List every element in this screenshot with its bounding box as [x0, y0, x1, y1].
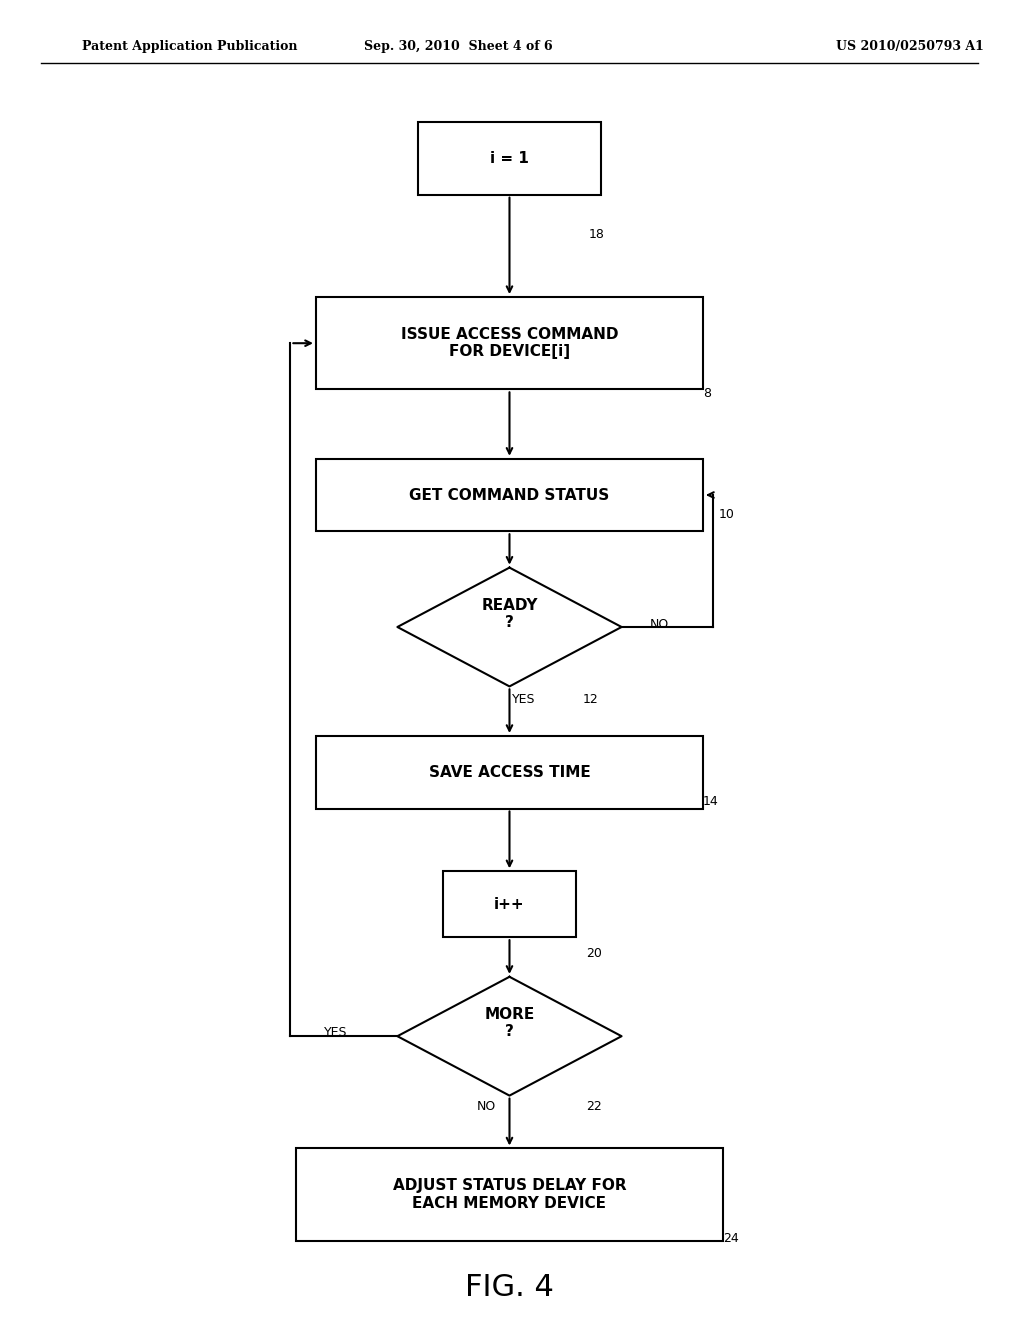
- Text: 22: 22: [586, 1100, 602, 1113]
- Text: 10: 10: [719, 508, 734, 521]
- FancyBboxPatch shape: [315, 297, 703, 389]
- Text: 18: 18: [589, 228, 605, 242]
- Text: 8: 8: [703, 387, 711, 400]
- Text: NO: NO: [650, 618, 670, 631]
- Text: NO: NO: [477, 1100, 497, 1113]
- Text: 24: 24: [724, 1232, 739, 1245]
- Text: 20: 20: [586, 946, 602, 960]
- Text: FIG. 4: FIG. 4: [465, 1272, 554, 1302]
- Text: YES: YES: [512, 693, 535, 706]
- FancyBboxPatch shape: [296, 1148, 724, 1241]
- Text: YES: YES: [324, 1026, 347, 1039]
- Text: 12: 12: [583, 693, 599, 706]
- Text: GET COMMAND STATUS: GET COMMAND STATUS: [410, 487, 609, 503]
- Text: MORE
?: MORE ?: [484, 1007, 535, 1039]
- Polygon shape: [397, 977, 622, 1096]
- Text: i++: i++: [495, 896, 524, 912]
- Text: Patent Application Publication: Patent Application Publication: [82, 40, 297, 53]
- FancyBboxPatch shape: [315, 458, 703, 531]
- Text: READY
?: READY ?: [481, 598, 538, 630]
- Text: SAVE ACCESS TIME: SAVE ACCESS TIME: [429, 764, 591, 780]
- Text: 14: 14: [703, 795, 719, 808]
- FancyBboxPatch shape: [418, 121, 601, 195]
- Text: US 2010/0250793 A1: US 2010/0250793 A1: [836, 40, 983, 53]
- Text: Sep. 30, 2010  Sheet 4 of 6: Sep. 30, 2010 Sheet 4 of 6: [365, 40, 553, 53]
- Text: i = 1: i = 1: [490, 150, 529, 166]
- FancyBboxPatch shape: [315, 737, 703, 808]
- Text: ISSUE ACCESS COMMAND
FOR DEVICE[i]: ISSUE ACCESS COMMAND FOR DEVICE[i]: [400, 327, 618, 359]
- Text: ADJUST STATUS DELAY FOR
EACH MEMORY DEVICE: ADJUST STATUS DELAY FOR EACH MEMORY DEVI…: [392, 1179, 627, 1210]
- Polygon shape: [397, 568, 622, 686]
- FancyBboxPatch shape: [443, 871, 575, 937]
